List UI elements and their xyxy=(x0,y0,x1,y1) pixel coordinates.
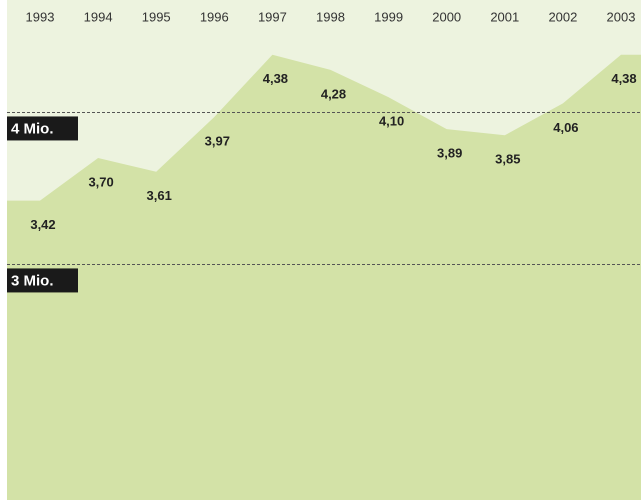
x-tick-label: 2003 xyxy=(607,9,636,24)
value-label: 3,70 xyxy=(88,174,113,189)
x-tick-label: 1995 xyxy=(142,9,171,24)
value-label: 4,38 xyxy=(611,71,636,86)
value-label: 3,42 xyxy=(30,217,55,232)
value-label: 4,06 xyxy=(553,120,578,135)
y-tick-label: 4 Mio. xyxy=(11,120,54,137)
value-label: 4,10 xyxy=(379,114,404,129)
value-label: 3,89 xyxy=(437,146,462,161)
x-tick-label: 1994 xyxy=(84,9,113,24)
y-tick-box xyxy=(7,268,78,293)
x-tick-label: 1998 xyxy=(316,9,345,24)
value-label: 4,38 xyxy=(263,71,288,86)
value-label: 3,85 xyxy=(495,152,520,167)
x-tick-label: 1999 xyxy=(374,9,403,24)
area xyxy=(7,54,641,500)
x-tick-label: 2000 xyxy=(432,9,461,24)
x-tick-label: 1997 xyxy=(258,9,287,24)
x-tick-label: 2002 xyxy=(548,9,577,24)
y-tick-box xyxy=(7,116,78,141)
value-label: 3,97 xyxy=(205,133,230,148)
x-tick-label: 1996 xyxy=(200,9,229,24)
x-tick-label: 2001 xyxy=(490,9,519,24)
x-tick-label: 1993 xyxy=(26,9,55,24)
value-label: 3,61 xyxy=(147,188,172,203)
y-tick-label: 3 Mio. xyxy=(11,272,54,289)
value-label: 4,28 xyxy=(321,86,346,101)
